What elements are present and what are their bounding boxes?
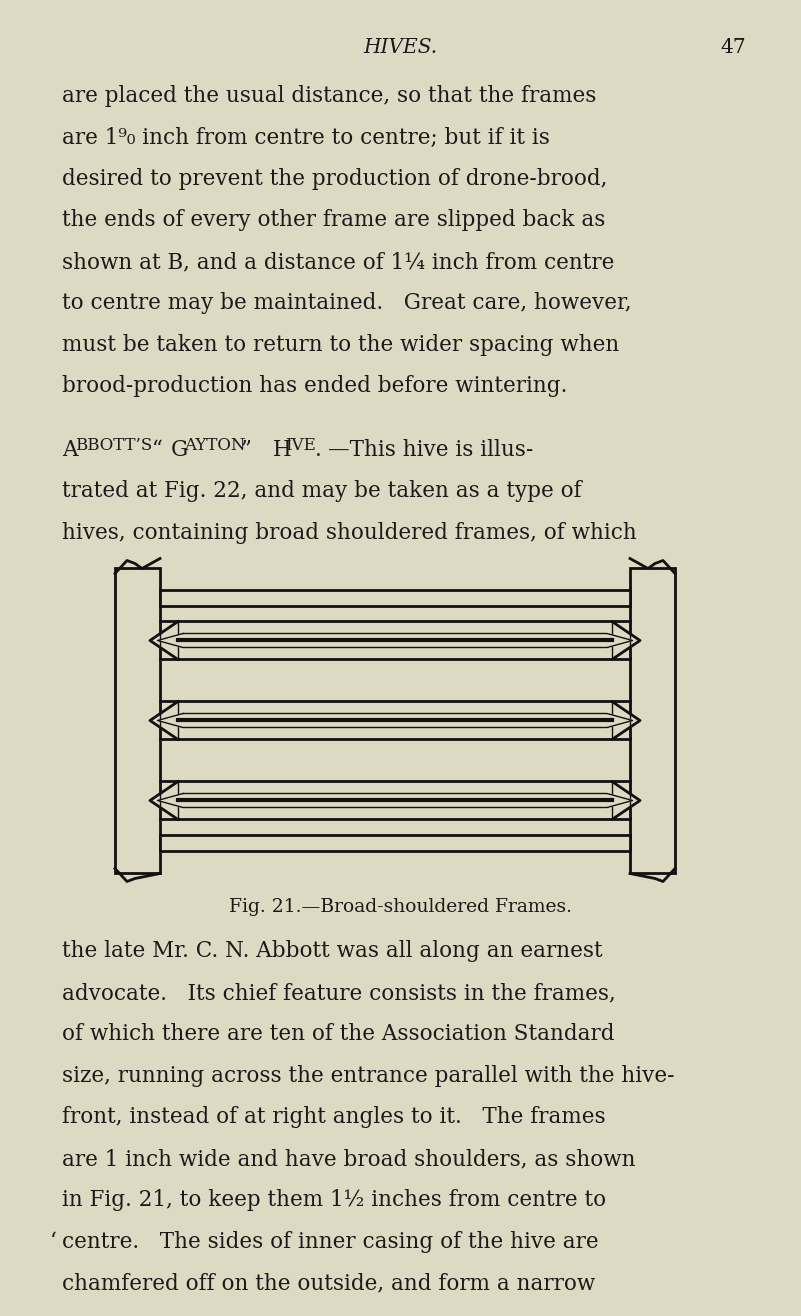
Text: to centre may be maintained.   Great care, however,: to centre may be maintained. Great care,… bbox=[62, 292, 632, 315]
Polygon shape bbox=[150, 621, 640, 659]
Text: BBOTT’S: BBOTT’S bbox=[75, 437, 152, 454]
Text: are 1⁹₀ inch from centre to centre; but if it is: are 1⁹₀ inch from centre to centre; but … bbox=[62, 126, 549, 149]
Text: HIVES.: HIVES. bbox=[364, 38, 437, 57]
Text: shown at B, and a distance of 1¼ inch from centre: shown at B, and a distance of 1¼ inch fr… bbox=[62, 251, 614, 272]
Text: centre.   The sides of inner casing of the hive are: centre. The sides of inner casing of the… bbox=[62, 1230, 598, 1253]
Text: of which there are ten of the Association Standard: of which there are ten of the Associatio… bbox=[62, 1024, 614, 1045]
Text: hives, containing broad shouldered frames, of which: hives, containing broad shouldered frame… bbox=[62, 522, 637, 544]
Text: G: G bbox=[171, 440, 188, 461]
Text: size, running across the entrance parallel with the hive-: size, running across the entrance parall… bbox=[62, 1065, 674, 1087]
Text: H: H bbox=[272, 440, 292, 461]
Text: the ends of every other frame are slipped back as: the ends of every other frame are slippe… bbox=[62, 209, 606, 232]
Text: ”: ” bbox=[234, 440, 259, 461]
Text: trated at Fig. 22, and may be taken as a type of: trated at Fig. 22, and may be taken as a… bbox=[62, 480, 582, 503]
Text: advocate.   Its chief feature consists in the frames,: advocate. Its chief feature consists in … bbox=[62, 982, 616, 1004]
Text: chamfered off on the outside, and form a narrow: chamfered off on the outside, and form a… bbox=[62, 1273, 595, 1295]
Text: Fig. 21.—Broad-shouldered Frames.: Fig. 21.—Broad-shouldered Frames. bbox=[229, 899, 572, 916]
Polygon shape bbox=[150, 701, 640, 740]
Text: are 1 inch wide and have broad shoulders, as shown: are 1 inch wide and have broad shoulders… bbox=[62, 1148, 635, 1170]
Bar bbox=[160, 591, 630, 607]
Text: are placed the usual distance, so that the frames: are placed the usual distance, so that t… bbox=[62, 86, 597, 107]
Text: desired to prevent the production of drone-brood,: desired to prevent the production of dro… bbox=[62, 168, 607, 190]
Bar bbox=[115, 569, 160, 874]
Text: “: “ bbox=[145, 440, 163, 461]
Text: A: A bbox=[62, 440, 78, 461]
Polygon shape bbox=[158, 794, 633, 808]
Text: —This hive is illus-: —This hive is illus- bbox=[328, 440, 533, 461]
Bar bbox=[630, 569, 675, 874]
Text: IVE: IVE bbox=[285, 437, 316, 454]
Polygon shape bbox=[150, 782, 640, 820]
Text: in Fig. 21, to keep them 1½ inches from centre to: in Fig. 21, to keep them 1½ inches from … bbox=[62, 1190, 606, 1212]
Text: 47: 47 bbox=[720, 38, 746, 57]
Text: must be taken to return to the wider spacing when: must be taken to return to the wider spa… bbox=[62, 334, 619, 357]
Text: ‘: ‘ bbox=[50, 1230, 57, 1253]
Text: .: . bbox=[316, 440, 322, 461]
Text: brood-production has ended before wintering.: brood-production has ended before winter… bbox=[62, 375, 567, 397]
Bar bbox=[160, 836, 630, 851]
Polygon shape bbox=[158, 713, 633, 728]
Text: AYTON: AYTON bbox=[183, 437, 245, 454]
Polygon shape bbox=[158, 633, 633, 647]
Text: front, instead of at right angles to it.   The frames: front, instead of at right angles to it.… bbox=[62, 1107, 606, 1129]
Text: the late Mr. C. N. Abbott was all along an earnest: the late Mr. C. N. Abbott was all along … bbox=[62, 941, 602, 962]
